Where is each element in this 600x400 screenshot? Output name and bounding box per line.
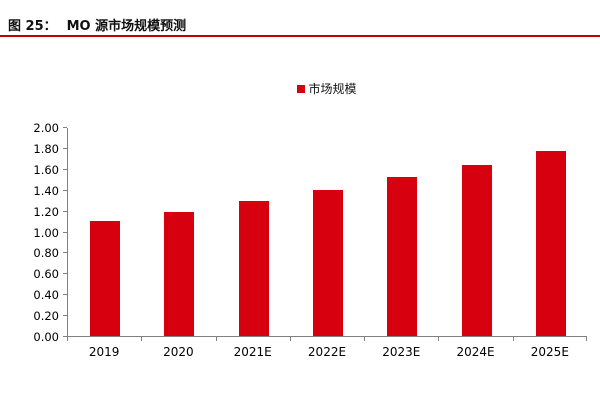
bar-2024E <box>461 164 492 336</box>
y-axis-label: 0.80 <box>33 246 59 261</box>
plot-area <box>67 128 587 337</box>
y-axis-tick <box>63 127 67 128</box>
y-axis-label: 0.20 <box>33 309 59 324</box>
y-axis-label: 0.60 <box>33 267 59 282</box>
y-axis-label: 1.40 <box>33 183 59 198</box>
x-axis-label-2024E: 2024E <box>456 345 495 359</box>
y-axis-tick <box>63 168 67 170</box>
x-axis-tick <box>67 337 68 341</box>
bar-2019 <box>90 221 121 336</box>
x-axis-label-2021E: 2021E <box>233 345 272 359</box>
y-axis-tick <box>63 294 67 296</box>
y-axis-label: 2.00 <box>33 121 59 135</box>
legend-label: 市场规模 <box>308 82 357 96</box>
figure-title-text: MO 源市场规模预测 <box>66 19 187 34</box>
y-axis-tick <box>63 210 67 212</box>
y-axis-label: 0.00 <box>33 330 59 344</box>
y-axis-tick <box>63 189 67 191</box>
x-axis-label-2023E: 2023E <box>382 345 421 359</box>
y-axis-label: 1.00 <box>33 225 59 240</box>
bar-2023E <box>387 177 418 336</box>
y-axis-label: 1.60 <box>33 162 59 177</box>
x-axis-label-2025E: 2025E <box>530 345 569 359</box>
x-axis-tick <box>438 337 440 341</box>
y-axis-tick <box>63 315 67 317</box>
x-axis-tick <box>289 337 291 341</box>
y-axis-tick <box>63 231 67 233</box>
x-axis-label-2022E: 2022E <box>307 345 347 359</box>
title-underline-rule <box>0 35 600 37</box>
y-axis-label: 1.80 <box>33 141 59 156</box>
bar-2025E <box>535 151 566 336</box>
x-axis-tick <box>215 337 217 341</box>
legend-swatch-icon <box>297 84 306 93</box>
bar-2020 <box>164 211 195 336</box>
chart-legend: 市场规模 <box>67 80 587 97</box>
x-axis-tick <box>586 337 587 341</box>
y-axis-label: 1.20 <box>33 204 59 219</box>
x-axis-tick <box>364 337 366 341</box>
x-axis-label-2020: 2020 <box>163 345 194 359</box>
bar-2021E <box>238 201 269 336</box>
y-axis-tick <box>63 273 67 275</box>
x-axis-tick <box>512 337 514 341</box>
y-axis-tick <box>63 147 67 149</box>
x-axis-tick <box>141 337 143 341</box>
y-axis-label: 0.40 <box>33 288 59 303</box>
x-axis-label-2019: 2019 <box>88 345 120 359</box>
y-axis-tick <box>63 252 67 254</box>
bar-2022E <box>313 189 343 336</box>
figure-title: 图 25： MO 源市场规模预测 <box>8 15 186 34</box>
y-axis-tick <box>63 336 67 337</box>
figure-number: 图 25： <box>8 19 57 34</box>
